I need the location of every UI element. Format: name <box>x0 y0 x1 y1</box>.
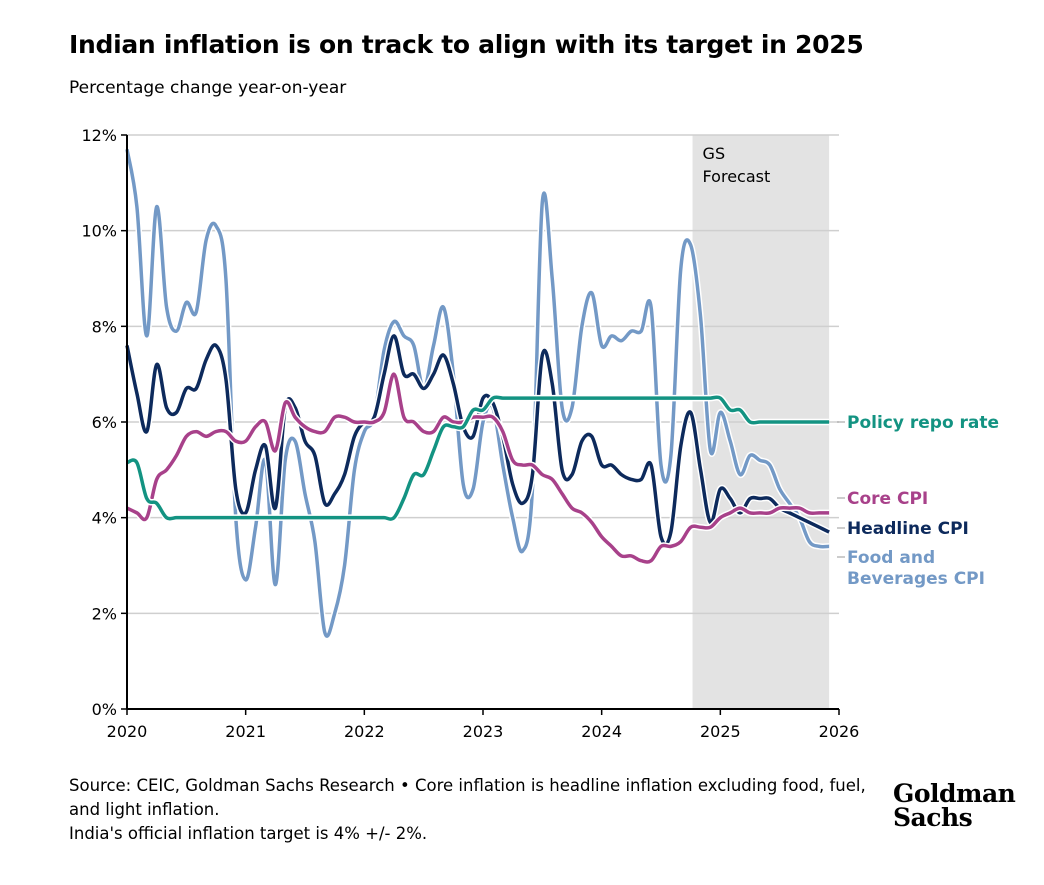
x-tick-label: 2020 <box>107 722 148 741</box>
x-tick-label: 2021 <box>225 722 266 741</box>
forecast-label: GS <box>703 144 726 163</box>
x-tick-label: 2026 <box>819 722 860 741</box>
food-and-beverages-cpi-line <box>125 149 830 638</box>
goldman-sachs-logo: Goldman Sachs <box>893 779 1016 832</box>
x-tick-label: 2023 <box>463 722 504 741</box>
headline-cpi-label: Headline CPI <box>847 519 969 539</box>
y-tick-label: 12% <box>81 126 117 145</box>
forecast-label: Forecast <box>703 167 771 186</box>
food-and-beverages-cpi-label: Food and <box>847 548 935 568</box>
logo-line: Sachs <box>893 803 973 832</box>
source-note: Source: CEIC, Goldman Sachs Research • C… <box>69 774 869 846</box>
x-tick-label: 2024 <box>581 722 622 741</box>
axes: 0% 2% 4% 6% 8% 10% 12% 2020 2021 2022 2023 2024 2025… <box>81 126 859 741</box>
policy-repo-rate-label: Policy repo rate <box>847 413 999 433</box>
y-tick-label: 8% <box>92 317 117 336</box>
source-line: India's official inflation target is 4% … <box>69 824 428 843</box>
logo-line: Goldman <box>893 779 1016 808</box>
core-cpi-line <box>126 372 830 564</box>
y-tick-label: 4% <box>92 509 117 528</box>
x-tick-label: 2025 <box>700 722 741 741</box>
line-chart: GS Forecast 0% 2% 4% 6% 8% 10% 12% 2020 2021 2022 2… <box>81 126 999 741</box>
y-tick-label: 2% <box>92 604 117 623</box>
core-cpi-label: Core CPI <box>847 489 928 509</box>
chart-title: Indian inflation is on track to align wi… <box>69 30 864 59</box>
y-tick-label: 0% <box>92 700 117 719</box>
y-tick-label: 10% <box>81 222 117 241</box>
food-and-beverages-cpi-label: Beverages CPI <box>847 569 985 589</box>
x-tick-label: 2022 <box>344 722 385 741</box>
chart-subtitle: Percentage change year-on-year <box>69 78 347 98</box>
source-line: Source: CEIC, Goldman Sachs Research • C… <box>69 776 866 819</box>
series-lines <box>123 148 831 640</box>
y-tick-label: 6% <box>92 413 117 432</box>
policy-repo-rate-line <box>126 395 830 521</box>
